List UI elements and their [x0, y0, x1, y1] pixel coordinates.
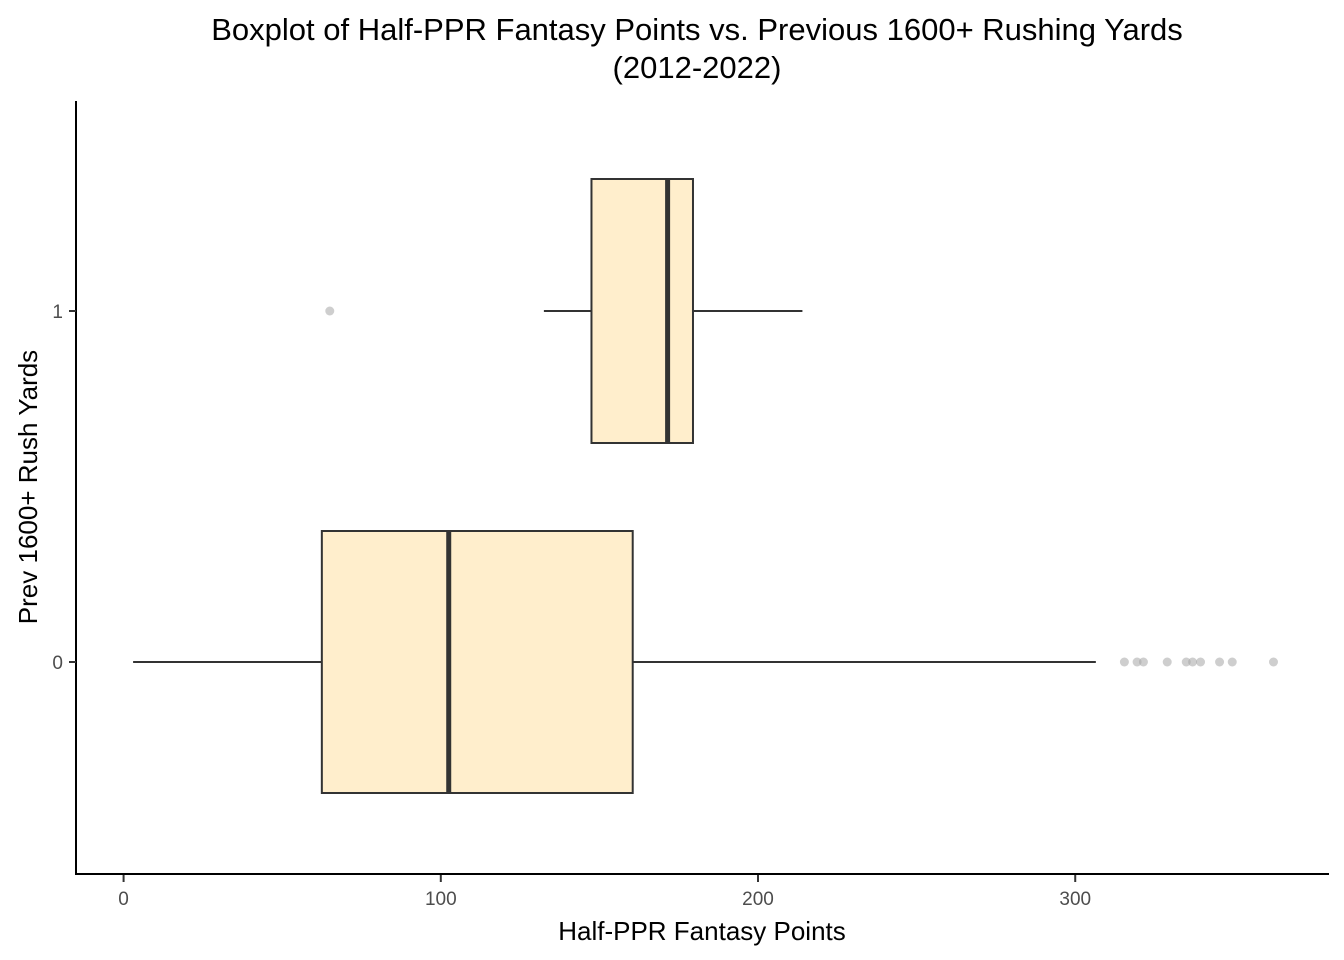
y-axis-ticks: 01: [52, 302, 76, 674]
outlier-point-0-9: [1268, 657, 1278, 667]
box-group-1: [325, 178, 803, 444]
outlier-point-0-7: [1215, 657, 1225, 667]
chart-title-line-2: (2012-2022): [613, 50, 782, 85]
iqr-box-0: [320, 530, 634, 794]
chart-title-line-1: Boxplot of Half-PPR Fantasy Points vs. P…: [211, 12, 1183, 47]
x-tick-label: 0: [118, 889, 129, 910]
outlier-point-0-4: [1181, 657, 1191, 667]
y-tick-label: 1: [52, 302, 63, 323]
outlier-point-0-5: [1188, 657, 1198, 667]
x-axis-title: Half-PPR Fantasy Points: [558, 916, 846, 946]
outlier-point-0-1: [1132, 657, 1142, 667]
box-group-0: [133, 530, 1278, 794]
outlier-point-0-8: [1227, 657, 1237, 667]
y-axis-title: Prev 1600+ Rush Yards: [13, 350, 43, 624]
outlier-point-0-2: [1138, 657, 1148, 667]
outlier-point-0-0: [1119, 657, 1129, 667]
outlier-point-0-6: [1196, 657, 1206, 667]
x-tick-label: 100: [425, 889, 457, 910]
plot-area: [133, 178, 1278, 794]
outlier-point-0-3: [1162, 657, 1172, 667]
x-tick-label: 200: [742, 889, 774, 910]
y-tick-label: 0: [52, 653, 63, 674]
outlier-point-1-0: [325, 306, 335, 316]
iqr-box-1: [590, 178, 694, 444]
x-tick-label: 300: [1059, 889, 1091, 910]
x-axis-ticks: 0 100 200 300: [118, 875, 1091, 910]
